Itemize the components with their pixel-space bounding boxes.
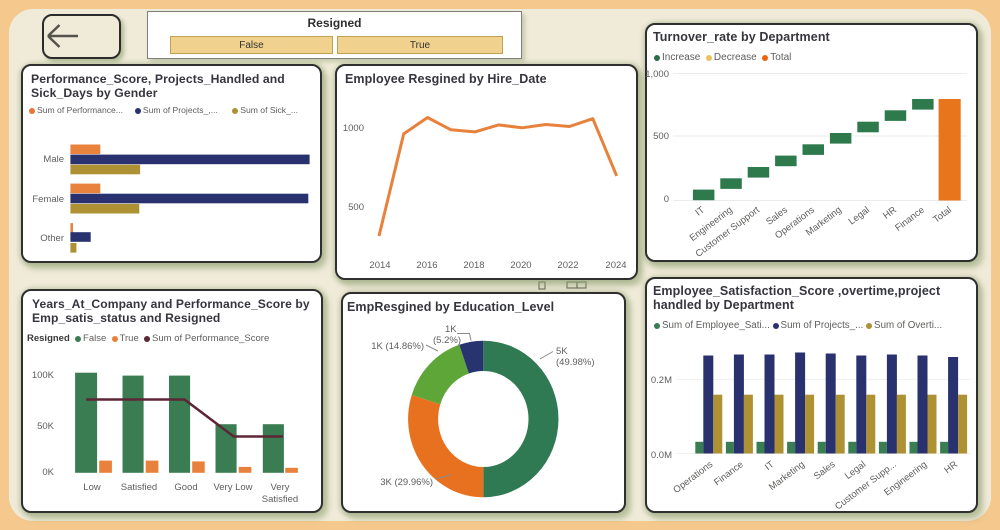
svg-text:5K: 5K xyxy=(556,346,568,357)
svg-text:Satisfied: Satisfied xyxy=(262,494,298,505)
svg-text:(49.98%): (49.98%) xyxy=(556,357,595,368)
svg-text:(5.2%): (5.2%) xyxy=(433,335,461,346)
svg-text:IT: IT xyxy=(763,459,777,473)
svg-text:50K: 50K xyxy=(37,421,55,432)
svg-text:2024: 2024 xyxy=(605,260,626,271)
svg-text:Sales: Sales xyxy=(812,459,838,482)
svg-text:Other: Other xyxy=(40,233,64,244)
svg-text:Male: Male xyxy=(43,154,64,165)
svg-text:3K (29.96%): 3K (29.96%) xyxy=(380,477,433,488)
svg-text:2014: 2014 xyxy=(369,260,390,271)
svg-text:2022: 2022 xyxy=(557,260,578,271)
svg-text:2016: 2016 xyxy=(416,260,437,271)
svg-text:Operations: Operations xyxy=(671,459,715,496)
svg-text:HR: HR xyxy=(881,205,899,222)
svg-text:0: 0 xyxy=(664,194,669,205)
svg-text:Finance: Finance xyxy=(712,459,746,488)
svg-text:HR: HR xyxy=(942,459,960,476)
svg-text:0K: 0K xyxy=(42,467,54,478)
svg-text:Female: Female xyxy=(32,194,64,205)
svg-text:1K (14.86%): 1K (14.86%) xyxy=(371,341,424,352)
svg-text:Legal: Legal xyxy=(843,459,868,482)
svg-text:Good: Good xyxy=(174,482,197,493)
svg-text:0.2M: 0.2M xyxy=(651,375,672,386)
svg-text:500: 500 xyxy=(348,202,364,213)
svg-text:500: 500 xyxy=(653,131,669,142)
svg-text:Total: Total xyxy=(931,205,954,226)
svg-text:2020: 2020 xyxy=(510,260,531,271)
svg-text:1,000: 1,000 xyxy=(645,69,669,80)
svg-text:100K: 100K xyxy=(32,370,55,381)
svg-text:1K: 1K xyxy=(445,324,457,335)
svg-text:0.0M: 0.0M xyxy=(651,450,672,461)
svg-text:IT: IT xyxy=(693,204,707,218)
svg-text:Very Low: Very Low xyxy=(213,482,252,493)
svg-text:2018: 2018 xyxy=(463,260,484,271)
svg-text:Finance: Finance xyxy=(893,205,927,234)
svg-text:Low: Low xyxy=(83,482,101,493)
svg-text:Satisfied: Satisfied xyxy=(121,482,157,493)
svg-text:Legal: Legal xyxy=(847,205,872,228)
svg-text:Very: Very xyxy=(270,482,289,493)
svg-text:1000: 1000 xyxy=(343,123,364,134)
